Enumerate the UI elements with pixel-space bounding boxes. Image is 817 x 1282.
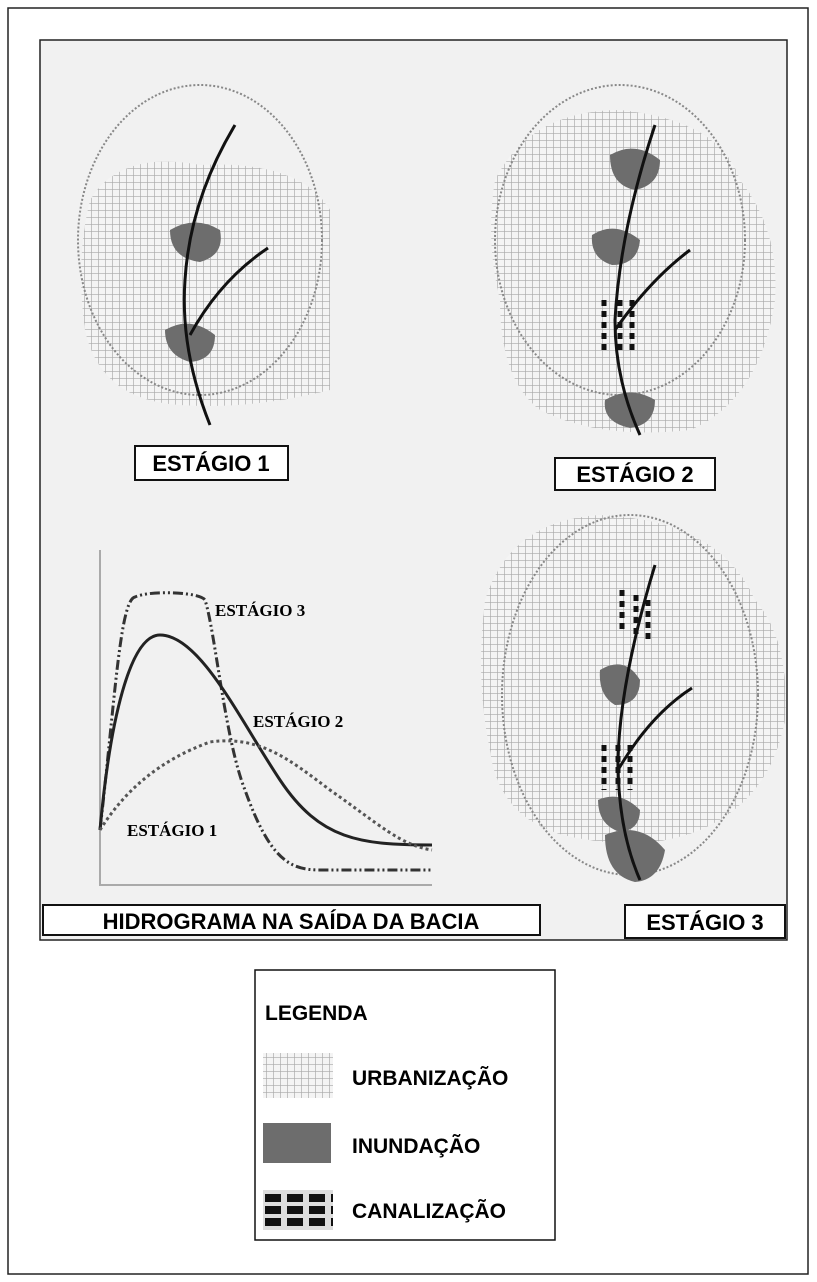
stage-label: ESTÁGIO 1 xyxy=(152,451,269,476)
stage-label-box xyxy=(624,904,786,939)
stage-2-map xyxy=(491,84,776,436)
legend-swatch xyxy=(263,1053,333,1098)
stage-1-map xyxy=(77,84,330,426)
stage-label-box xyxy=(554,457,716,491)
legend-item: INUNDAÇÃO xyxy=(352,1135,480,1158)
stage-3-map xyxy=(481,514,786,882)
stage-label-box xyxy=(134,445,289,481)
stage-label: ESTÁGIO 3 xyxy=(646,910,763,935)
curve-label: ESTÁGIO 3 xyxy=(215,601,305,620)
legend-item: URBANIZAÇÃO xyxy=(352,1067,508,1090)
legend-title: LEGENDA xyxy=(265,1002,368,1025)
hydrograph xyxy=(98,550,433,886)
stage-label: ESTÁGIO 2 xyxy=(576,462,693,487)
legend-swatch xyxy=(263,1123,331,1163)
curve-label: ESTÁGIO 2 xyxy=(253,712,343,731)
hydrograph-title-box xyxy=(42,904,541,936)
legend-item: CANALIZAÇÃO xyxy=(352,1200,506,1223)
legend-swatch xyxy=(263,1190,333,1230)
curve-label: ESTÁGIO 1 xyxy=(127,821,217,840)
hydrograph-title: HIDROGRAMA NA SAÍDA DA BACIA xyxy=(103,909,480,934)
